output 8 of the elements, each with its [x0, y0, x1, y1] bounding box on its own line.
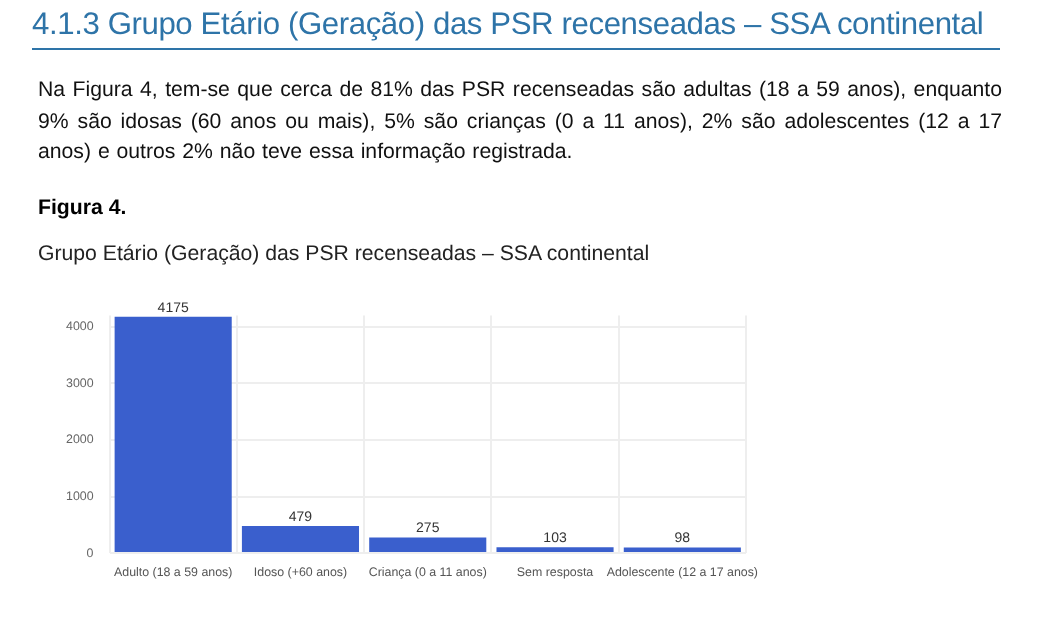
- bar: [241, 526, 360, 553]
- text: Na Figura 4, tem-se que cerca de 81% das PSR recenseadas são adultas (18 a 59 anos), enquanto 9% são idosas (60 anos ou mais), 5% são crianças (0 a 11 anos), 2% são adolescentes (12 a 17 anos) e outros 2% não teve essa informação registrada.: [38, 76, 1002, 168]
- text: 4.1.3 Grupo Etário (Geração) das PSR recenseadas – SSA continental: [32, 8, 1000, 50]
- bar: [496, 547, 614, 553]
- bar: [114, 316, 232, 553]
- chart-title: Grupo Etário (Geração) das PSR recenseadas – SSA continental: [38, 242, 650, 266]
- bar: [369, 537, 487, 553]
- text: Figura 4.: [38, 196, 127, 220]
